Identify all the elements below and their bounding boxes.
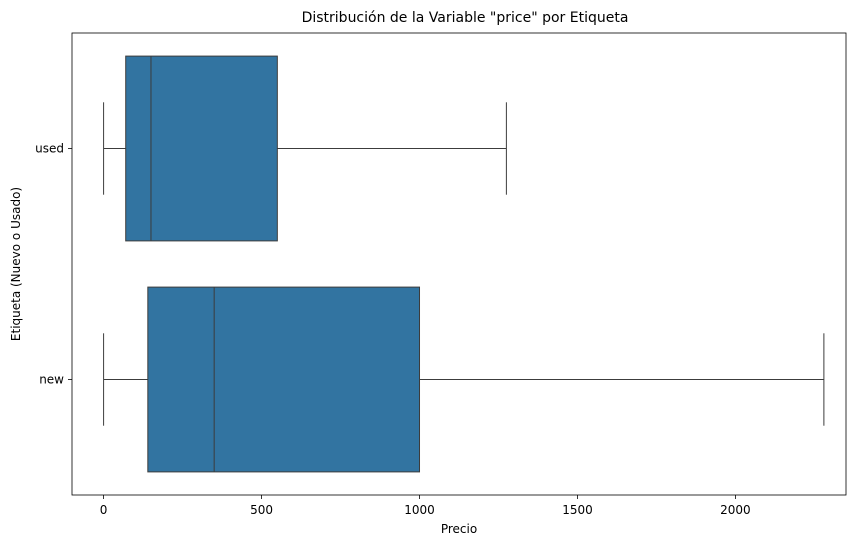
- x-tick-label-500: 500: [250, 503, 273, 517]
- box-rect-new: [147, 286, 421, 473]
- y-tick-label-new: new: [39, 373, 64, 387]
- boxes-group: [103, 55, 825, 473]
- box-rect-used: [125, 55, 278, 242]
- x-tick-label-0: 0: [100, 503, 108, 517]
- x-tick-label-1000: 1000: [404, 503, 435, 517]
- y-ticks: used new: [35, 142, 72, 387]
- x-ticks: 0 500 1000 1500 2000: [100, 495, 751, 517]
- y-axis-label: Etiqueta (Nuevo o Usado): [9, 187, 23, 341]
- x-tick-label-2000: 2000: [720, 503, 751, 517]
- box-new: [103, 286, 825, 473]
- plot-frame: [71, 32, 847, 496]
- box-used: [103, 55, 507, 242]
- y-tick-label-used: used: [35, 142, 64, 156]
- chart-title: Distribución de la Variable "price" por …: [302, 10, 629, 26]
- x-tick-label-1500: 1500: [562, 503, 593, 517]
- x-axis-label: Precio: [441, 522, 477, 536]
